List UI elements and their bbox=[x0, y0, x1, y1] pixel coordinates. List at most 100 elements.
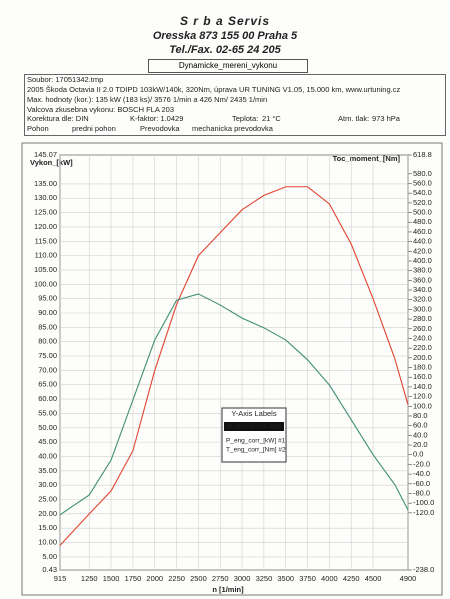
x-tick-label: 2500 bbox=[190, 574, 207, 583]
y2-tick-label: -238.0 bbox=[413, 565, 434, 574]
info-max: Max. hodnoty (kor.): 135 kW (183 ks)/ 35… bbox=[27, 95, 268, 104]
subtitle: Dynamicke_mereni_vykonu bbox=[148, 59, 308, 73]
y2-tick-label: -60.0 bbox=[413, 479, 430, 488]
info-vehicle: 2005 Škoda Octavia II 2.0 TDIPD 103kW/14… bbox=[27, 85, 401, 94]
y2-tick-label: 520.0 bbox=[413, 198, 432, 207]
info-correction: Atm. tlak: bbox=[338, 114, 370, 123]
plot-area bbox=[59, 154, 409, 571]
y-tick-label: 90.00 bbox=[38, 308, 57, 317]
info-correction: Teplota: bbox=[232, 114, 259, 123]
series-line bbox=[59, 186, 409, 546]
legend-box bbox=[221, 407, 287, 463]
company: S r b a Servis bbox=[179, 14, 271, 28]
y2-axis-title: Toc_moment_[Nm] bbox=[333, 154, 401, 163]
y2-tick-label: 618.8 bbox=[413, 150, 432, 159]
y-tick-label: 85.00 bbox=[38, 322, 57, 331]
y-tick-label: 95.00 bbox=[38, 294, 57, 303]
y2-tick-label: 260.0 bbox=[413, 324, 432, 333]
y2-tick-label: 500.0 bbox=[413, 208, 432, 217]
x-axis-title: n [1/min] bbox=[212, 585, 244, 594]
legend-entry: T_eng_corr_[Nm] #2 bbox=[226, 447, 286, 454]
y2-tick-label: 40.0 bbox=[413, 430, 428, 439]
y-tick-label: 45.00 bbox=[38, 437, 57, 446]
y2-tick-label: 240.0 bbox=[413, 333, 432, 342]
x-tick-label: 4500 bbox=[365, 574, 382, 583]
legend-file: Nr. 1=17051342.tmp bbox=[226, 424, 281, 430]
y2-tick-label: 560.0 bbox=[413, 178, 432, 187]
y-tick-label: 145.07 bbox=[34, 150, 57, 159]
y2-tick-label: -20.0 bbox=[413, 459, 430, 468]
y2-tick-label: -80.0 bbox=[413, 488, 430, 497]
y2-tick-label: 580.0 bbox=[413, 169, 432, 178]
x-tick-label: 2000 bbox=[146, 574, 163, 583]
y2-tick-label: 120.0 bbox=[413, 392, 432, 401]
y2-tick-label: 60.0 bbox=[413, 421, 428, 430]
series-line bbox=[59, 293, 409, 516]
info-correction: 973 hPa bbox=[372, 114, 400, 123]
y-tick-label: 105.00 bbox=[34, 265, 57, 274]
y-tick-label: 115.00 bbox=[35, 236, 57, 245]
y-tick-label: 135.00 bbox=[34, 179, 57, 188]
x-tick-label: 2750 bbox=[212, 574, 229, 583]
y2-tick-label: 460.0 bbox=[413, 227, 432, 236]
y2-tick-label: 160.0 bbox=[413, 372, 432, 381]
info-correction: Korektura dle: DIN bbox=[27, 114, 89, 123]
y2-tick-label: 140.0 bbox=[413, 382, 432, 391]
y-tick-label: 25.00 bbox=[38, 494, 57, 503]
info-dyno: Valcova zkusebna vykonu: BOSCH FLA 203 bbox=[27, 105, 175, 114]
y-tick-label: 100.00 bbox=[34, 279, 57, 288]
x-tick-label: 915 bbox=[54, 574, 67, 583]
x-tick-label: 1500 bbox=[103, 574, 120, 583]
y-tick-label: 30.00 bbox=[38, 480, 57, 489]
y2-tick-label: 220.0 bbox=[413, 343, 432, 352]
y2-tick-label: 100.0 bbox=[413, 401, 432, 410]
x-tick-label: 2250 bbox=[168, 574, 185, 583]
y-tick-label: 80.00 bbox=[38, 337, 57, 346]
y2-tick-label: 80.0 bbox=[413, 411, 428, 420]
x-tick-label: 4900 bbox=[400, 574, 417, 583]
x-tick-label: 1250 bbox=[81, 574, 98, 583]
y-tick-label: 50.00 bbox=[38, 423, 57, 432]
y-tick-label: 75.00 bbox=[38, 351, 57, 360]
y-tick-label: 65.00 bbox=[38, 380, 57, 389]
y2-tick-label: 480.0 bbox=[413, 217, 432, 226]
y2-tick-label: 320.0 bbox=[413, 295, 432, 304]
info-box bbox=[24, 74, 446, 136]
y-tick-label: 20.00 bbox=[38, 509, 57, 518]
y2-tick-label: 380.0 bbox=[413, 266, 432, 275]
y2-tick-label: 180.0 bbox=[413, 363, 432, 372]
x-tick-label: 4250 bbox=[343, 574, 360, 583]
legend-entry: P_eng_corr_[kW] #1 bbox=[226, 438, 286, 445]
y-tick-label: 55.00 bbox=[38, 408, 57, 417]
x-tick-label: 3000 bbox=[234, 574, 251, 583]
y-tick-label: 130.00 bbox=[34, 193, 57, 202]
phone: Tel./Fax. 02-65 24 205 bbox=[169, 44, 281, 56]
y-axis-title: Vykon_[kW] bbox=[30, 158, 73, 167]
y-tick-label: 0.43 bbox=[42, 565, 57, 574]
address: Oresska 873 155 00 Praha 5 bbox=[152, 30, 298, 42]
info-drive: predni pohon bbox=[72, 124, 116, 133]
y-tick-label: 10.00 bbox=[38, 538, 57, 547]
x-tick-label: 3250 bbox=[256, 574, 273, 583]
y-tick-label: 120.00 bbox=[34, 222, 57, 231]
y-tick-label: 15.00 bbox=[38, 523, 57, 532]
y-tick-label: 70.00 bbox=[38, 365, 57, 374]
y-tick-label: 125.00 bbox=[34, 208, 57, 217]
info-correction: K-faktor: 1.0429 bbox=[130, 114, 184, 123]
y-tick-label: 5.00 bbox=[42, 552, 57, 561]
info-drive: mechanicka prevodovka bbox=[192, 124, 273, 133]
y2-tick-label: -100.0 bbox=[413, 498, 434, 507]
y2-tick-label: 360.0 bbox=[413, 275, 432, 284]
info-drive: Prevodovka bbox=[140, 124, 180, 133]
x-tick-label: 4000 bbox=[321, 574, 338, 583]
y2-tick-label: -120.0 bbox=[413, 508, 434, 517]
y2-tick-label: -40.0 bbox=[413, 469, 430, 478]
y-tick-label: 110.00 bbox=[35, 251, 57, 260]
x-tick-label: 3500 bbox=[277, 574, 294, 583]
y2-tick-label: 400.0 bbox=[413, 256, 432, 265]
y2-tick-label: 20.0 bbox=[413, 440, 428, 449]
legend-title: Y-Axis Labels bbox=[231, 409, 276, 418]
y-tick-label: 35.00 bbox=[38, 466, 57, 475]
x-tick-label: 3750 bbox=[299, 574, 316, 583]
